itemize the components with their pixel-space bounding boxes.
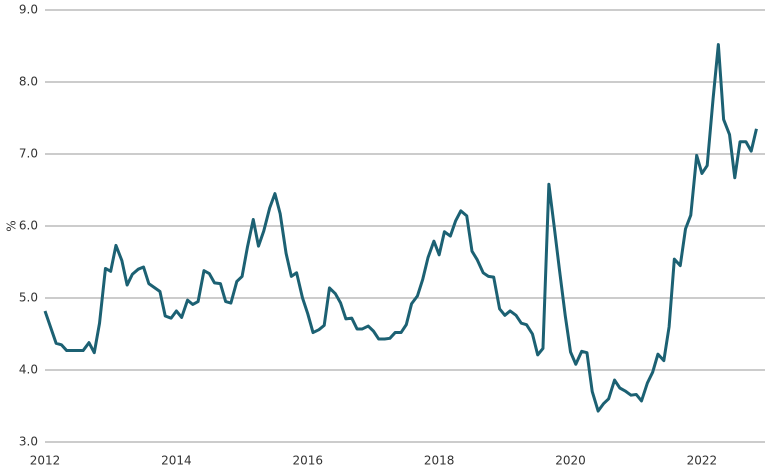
x-tick-label: 2014 (161, 454, 192, 468)
x-tick-label: 2018 (424, 454, 455, 468)
x-tick-label: 2020 (555, 454, 586, 468)
x-tick-label: 2012 (30, 454, 61, 468)
y-axis-label: % (5, 220, 19, 231)
x-tick-label: 2022 (687, 454, 718, 468)
y-tick-label: 7.0 (19, 147, 38, 161)
y-tick-label: 6.0 (19, 219, 38, 233)
y-tick-label: 9.0 (19, 3, 38, 17)
y-tick-label: 5.0 (19, 291, 38, 305)
y-tick-label: 3.0 (19, 435, 38, 449)
x-tick-label: 2016 (293, 454, 324, 468)
y-tick-label: 4.0 (19, 363, 38, 377)
line-series (43, 43, 758, 413)
y-tick-label: 8.0 (19, 75, 38, 89)
